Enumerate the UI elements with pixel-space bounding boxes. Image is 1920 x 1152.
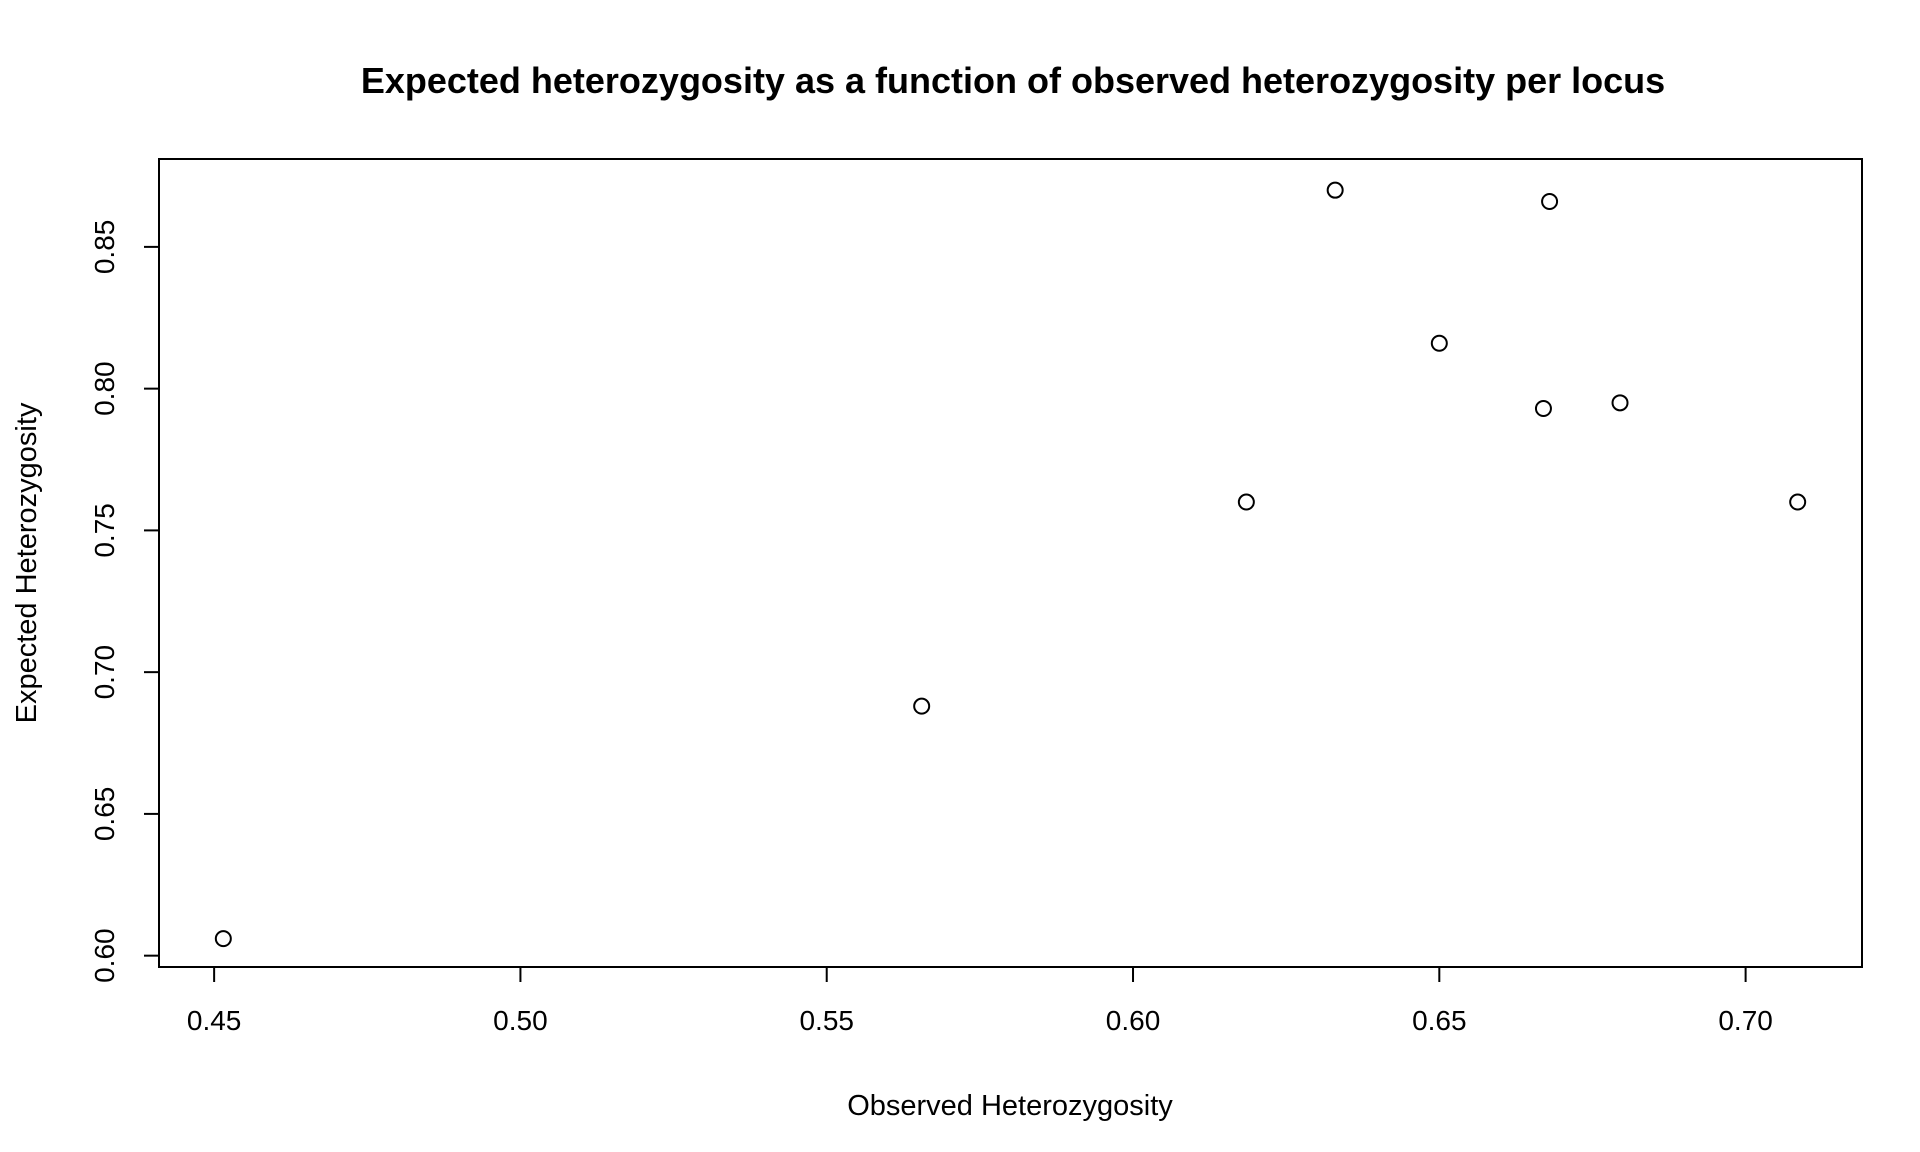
y-axis: 0.60 0.65 0.70 0.75 0.80 0.85 [89, 220, 160, 983]
y-tick-label: 0.60 [89, 928, 120, 983]
y-tick-label: 0.75 [89, 503, 120, 558]
x-tick-label: 0.70 [1718, 1005, 1773, 1036]
y-tick-label: 0.65 [89, 787, 120, 842]
data-point [1789, 493, 1807, 511]
data-point [1534, 399, 1552, 417]
x-tick-label: 0.60 [1106, 1005, 1161, 1036]
y-axis-label: Expected Heterozygosity [11, 402, 43, 723]
data-point [1326, 181, 1344, 199]
plot-frame [158, 158, 1863, 968]
data-point [1430, 334, 1448, 352]
data-point [214, 930, 232, 948]
y-tick-label: 0.80 [89, 361, 120, 416]
x-tick-label: 0.55 [799, 1005, 854, 1036]
x-axis-label: Observed Heterozygosity [847, 1090, 1173, 1122]
chart-title: Expected heterozygosity as a function of… [361, 60, 1665, 101]
x-tick-label: 0.45 [187, 1005, 242, 1036]
x-axis: 0.45 0.50 0.55 0.60 0.65 0.70 [187, 966, 1773, 1036]
data-point [1611, 394, 1629, 412]
data-point [913, 697, 931, 715]
data-point [1237, 493, 1255, 511]
y-tick-label: 0.70 [89, 645, 120, 700]
data-points [214, 181, 1807, 948]
x-tick-label: 0.65 [1412, 1005, 1467, 1036]
data-point [1541, 193, 1559, 211]
x-tick-label: 0.50 [493, 1005, 548, 1036]
y-tick-label: 0.85 [89, 220, 120, 275]
